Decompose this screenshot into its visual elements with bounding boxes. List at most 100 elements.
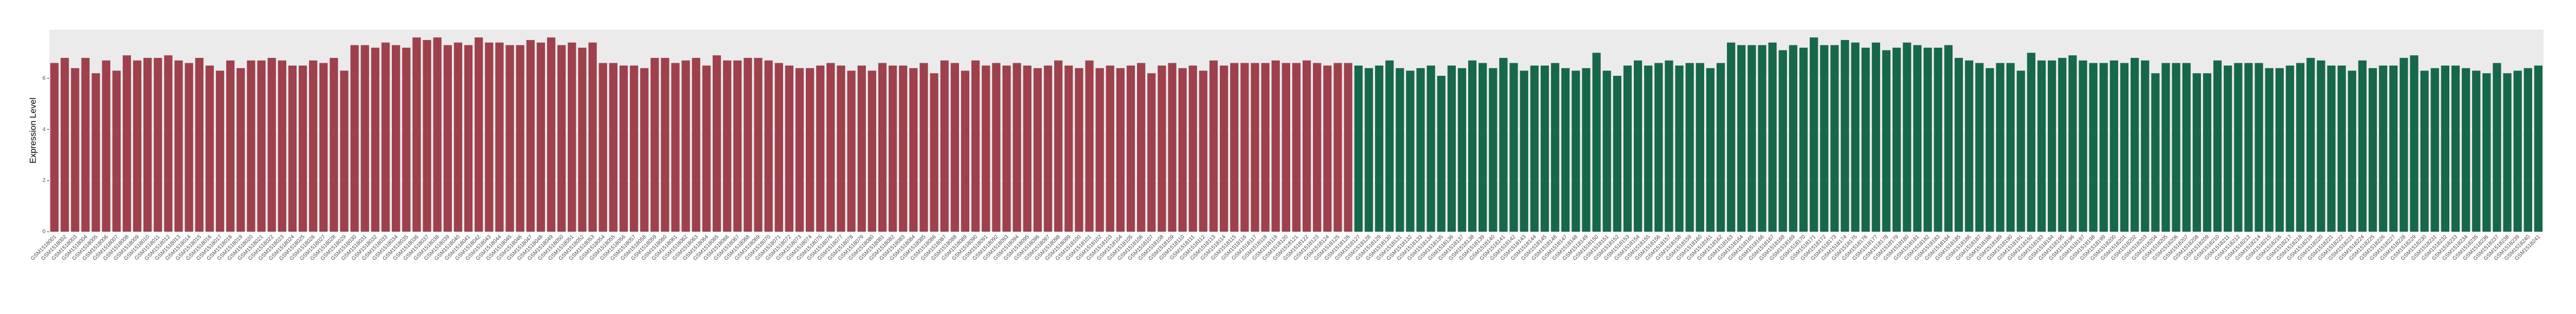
bar (1188, 66, 1197, 232)
bar (1913, 45, 1922, 232)
bar (971, 60, 980, 232)
bar (2368, 68, 2377, 232)
bar (381, 42, 390, 232)
bar (112, 70, 121, 232)
bar (2099, 63, 2108, 232)
bar (650, 57, 659, 232)
bar (899, 66, 908, 232)
bar (133, 60, 142, 232)
bar (2192, 73, 2201, 232)
bar (1230, 63, 1239, 232)
bar (2079, 60, 2087, 232)
bar (1033, 68, 1042, 232)
bar (609, 63, 617, 232)
y-axis-title: Expression Level (29, 97, 38, 163)
bar (1623, 66, 1632, 232)
bar (1375, 66, 1384, 232)
bar (1136, 63, 1146, 232)
bar (950, 63, 960, 232)
bar (1727, 42, 1736, 232)
bar (392, 45, 400, 232)
bar (940, 60, 949, 232)
bar (298, 66, 307, 232)
bar (2534, 66, 2543, 232)
bar (2461, 68, 2470, 232)
bar (495, 42, 504, 232)
bar (2317, 60, 2325, 232)
bar (1054, 60, 1063, 232)
bar (1354, 66, 1363, 232)
bar (1799, 48, 1808, 232)
bar (475, 37, 483, 232)
bar (826, 63, 835, 232)
bar (599, 63, 607, 232)
y-tick-label: 2 (42, 178, 45, 184)
bar (671, 63, 680, 232)
bar (1126, 66, 1135, 232)
bar (2110, 60, 2118, 232)
bar (1023, 66, 1031, 232)
bar (236, 68, 245, 232)
bar (661, 57, 669, 232)
bar (247, 60, 255, 232)
bar (1292, 63, 1301, 232)
bar (1261, 63, 1270, 232)
bar (1457, 68, 1467, 232)
bar (1923, 48, 1932, 232)
bar (1789, 45, 1798, 232)
bar (1582, 68, 1591, 232)
bar (454, 42, 463, 232)
bar (1882, 50, 1891, 232)
bar (1758, 45, 1766, 232)
bar (1716, 63, 1725, 232)
bar (1385, 60, 1394, 232)
bar (1964, 60, 1974, 232)
bar (1592, 53, 1601, 232)
bar (2006, 63, 2015, 232)
bar (1478, 63, 1487, 232)
bar (1613, 75, 1622, 232)
bar (2130, 57, 2139, 232)
bar (930, 73, 938, 232)
bar (2068, 55, 2077, 232)
bar (733, 60, 742, 232)
bar (1810, 37, 1818, 232)
bar (754, 57, 763, 232)
bar (526, 40, 535, 232)
bar (102, 60, 110, 232)
bar (1282, 63, 1291, 232)
bar (1199, 70, 1208, 232)
bar (764, 60, 773, 232)
bar (816, 66, 825, 232)
bar (505, 45, 514, 232)
bar (1934, 48, 1942, 232)
bar (1903, 42, 1911, 232)
bar (1333, 63, 1342, 232)
bar (712, 55, 721, 232)
bar (91, 73, 100, 232)
bar (2400, 57, 2408, 232)
bar (1768, 42, 1777, 232)
bar (1520, 70, 1528, 232)
bar (1892, 48, 1901, 232)
bar (2524, 68, 2532, 232)
bar (2265, 68, 2273, 232)
bar (723, 60, 732, 232)
bar (1820, 45, 1829, 232)
bar (2441, 66, 2449, 232)
bar (1427, 66, 1435, 232)
bar (629, 66, 639, 232)
bar (195, 57, 203, 232)
bar (1313, 63, 1322, 232)
bar (1489, 68, 1497, 232)
bar (319, 63, 328, 232)
bar (1665, 60, 1673, 232)
bar (1013, 63, 1021, 232)
bar (1696, 63, 1705, 232)
bar (847, 70, 856, 232)
bar (1550, 63, 1560, 232)
bar (309, 60, 318, 232)
bar (143, 57, 152, 232)
bar (1706, 68, 1715, 232)
bar (640, 68, 649, 232)
